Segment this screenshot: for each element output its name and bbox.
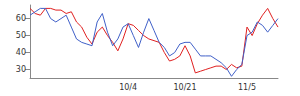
svg-text:10/21: 10/21 [173,83,196,92]
svg-text:40: 40 [16,48,26,57]
svg-text:50: 50 [16,31,26,40]
svg-text:10/4: 10/4 [119,83,137,92]
svg-text:60: 60 [16,14,26,23]
svg-text:11/5: 11/5 [238,83,256,92]
svg-text:30: 30 [16,65,26,74]
